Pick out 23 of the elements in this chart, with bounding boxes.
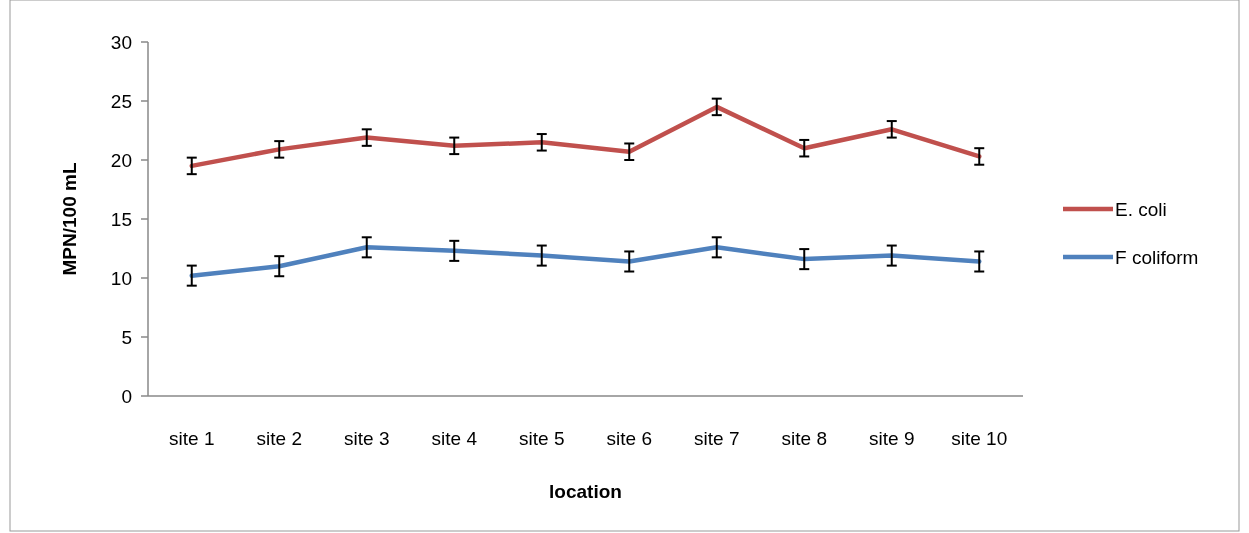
- line-series: [189, 104, 982, 169]
- x-tick-label: site 3: [344, 428, 390, 449]
- y-axis-title: MPN/100 mL: [59, 162, 80, 276]
- legend-label: F coliform: [1115, 246, 1199, 268]
- legend-label: E. coli: [1115, 198, 1167, 220]
- x-tick-label: site 1: [169, 428, 215, 449]
- y-tick-label: 5: [121, 326, 132, 348]
- x-tick-label: site 8: [781, 428, 827, 449]
- x-tick-label: site 10: [951, 428, 1008, 449]
- y-tick-label: 10: [110, 267, 132, 289]
- x-tick-label: site 6: [606, 428, 652, 449]
- x-tick-label: site 9: [869, 428, 915, 449]
- x-tick-label: site 2: [256, 428, 302, 449]
- x-tick-label: site 7: [694, 428, 740, 449]
- y-tick-label: 30: [110, 31, 132, 53]
- line-series: [189, 245, 982, 278]
- y-tick-label: 15: [110, 208, 132, 230]
- y-tick-label: 20: [110, 149, 132, 171]
- x-axis-title: location: [549, 481, 622, 502]
- y-tick-label: 0: [121, 385, 132, 407]
- x-tick-label: site 4: [431, 428, 478, 449]
- x-tick-label: site 5: [519, 428, 565, 449]
- y-tick-label: 25: [110, 90, 132, 112]
